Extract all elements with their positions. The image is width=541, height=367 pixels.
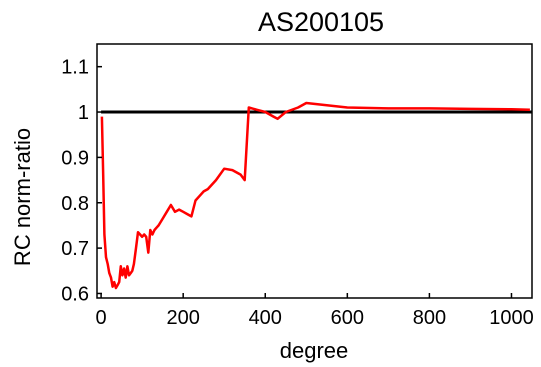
plot-frame [96, 43, 533, 299]
x-tick-label: 400 [249, 307, 282, 329]
y-axis-title: RC norm-ratio [10, 128, 35, 266]
x-tick-label: 0 [96, 307, 107, 329]
y-tick-label: 0.8 [61, 193, 89, 215]
y-tick-label: 0.9 [61, 147, 89, 169]
y-tick-label: 0.7 [61, 238, 89, 260]
x-tick-label: 1000 [489, 307, 534, 329]
y-tick-label: 1 [78, 102, 89, 124]
x-ticks: 0 200 400 600 800 1000 [96, 293, 534, 329]
series-layer [100, 101, 532, 290]
x-axis-title: degree [280, 338, 349, 363]
x-tick-label: 600 [331, 307, 364, 329]
chart-title: AS200105 [258, 7, 384, 37]
x-tick-label: 800 [413, 307, 446, 329]
x-tick-label: 200 [166, 307, 199, 329]
y-tick-label: 1.1 [61, 57, 89, 79]
rc-norm-ratio-line [100, 101, 530, 290]
y-tick-label: 0.6 [61, 283, 89, 305]
y-ticks: 0.6 0.7 0.8 0.9 1 1.1 [61, 57, 102, 305]
